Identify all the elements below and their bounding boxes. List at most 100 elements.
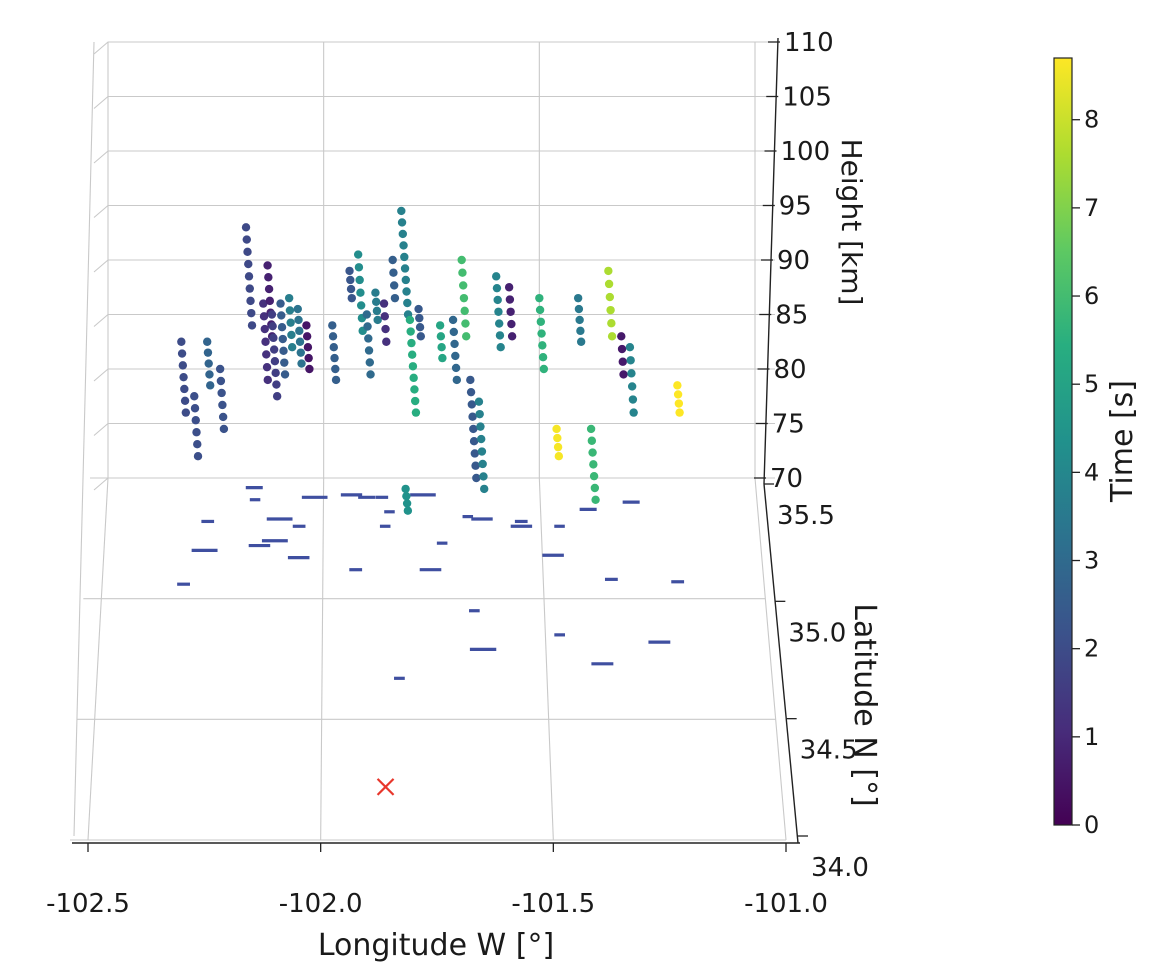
- data-point: [627, 369, 636, 378]
- data-point: [346, 284, 356, 294]
- z-tick-label: 80: [774, 355, 807, 385]
- data-point: [190, 404, 200, 413]
- data-point: [573, 293, 583, 303]
- grid-line-height: [93, 41, 775, 55]
- data-point: [278, 334, 287, 344]
- data-point: [241, 223, 251, 232]
- data-point: [475, 409, 484, 419]
- data-point: [496, 343, 505, 352]
- data-point: [507, 332, 517, 341]
- y-tick-label: 35.5: [777, 501, 835, 531]
- data-point: [268, 321, 277, 331]
- data-point: [263, 375, 272, 385]
- data-point: [415, 313, 424, 323]
- data-point: [193, 452, 203, 461]
- data-point: [277, 323, 287, 332]
- data-point: [330, 353, 339, 363]
- data-point: [293, 304, 302, 314]
- data-point: [217, 388, 226, 398]
- data-point: [448, 315, 458, 325]
- data-point: [345, 266, 354, 276]
- data-point: [674, 399, 684, 408]
- z-tick-label: 90: [777, 246, 810, 276]
- data-point: [356, 288, 365, 297]
- data-point: [589, 460, 598, 469]
- data-points: [177, 206, 684, 515]
- data-point: [388, 255, 397, 265]
- data-point: [246, 296, 255, 306]
- data-point: [203, 337, 212, 346]
- z-tick-label: 95: [779, 192, 812, 222]
- data-point: [297, 359, 306, 368]
- data-point: [588, 448, 597, 457]
- data-point: [575, 315, 584, 325]
- data-point: [408, 362, 418, 371]
- data-point: [294, 315, 303, 325]
- y-tick-label: 34.5: [800, 736, 858, 766]
- data-point: [303, 343, 313, 352]
- data-point: [364, 334, 373, 343]
- grid-line-height: [93, 95, 775, 109]
- data-point: [261, 337, 270, 346]
- data-point: [177, 337, 186, 346]
- data-point: [397, 206, 406, 216]
- data-point: [506, 307, 515, 316]
- data-point: [505, 295, 515, 304]
- data-point: [604, 266, 613, 276]
- data-point: [461, 319, 470, 328]
- data-point: [470, 449, 480, 458]
- colorbar-title: Time [s]: [1105, 380, 1140, 503]
- grid-line-floor-lon: [754, 477, 787, 841]
- data-point: [204, 359, 213, 368]
- axis-ticks: -102.5 -102.0 -101.5 -101.0 34.0 34.5 35.0 35.5…: [46, 28, 869, 919]
- data-point: [675, 408, 684, 417]
- data-point: [399, 241, 408, 250]
- data-point: [243, 247, 252, 257]
- z-tick-label: 75: [772, 410, 805, 440]
- data-point: [263, 261, 272, 270]
- data-point: [389, 268, 398, 277]
- data-point: [476, 434, 486, 444]
- data-point: [617, 344, 627, 354]
- y-tick-label: 35.0: [788, 618, 846, 648]
- left-wall-edge: [73, 41, 95, 837]
- data-point: [495, 319, 504, 328]
- z-tick-label: 70: [770, 464, 803, 494]
- ground-projections: [177, 486, 685, 796]
- data-point: [363, 322, 372, 331]
- data-point: [591, 495, 600, 504]
- data-point: [626, 356, 635, 365]
- data-point: [178, 361, 188, 370]
- data-point: [262, 350, 271, 359]
- data-point: [205, 370, 214, 379]
- colorbar-tick-label: 8: [1084, 106, 1099, 134]
- data-point: [285, 306, 295, 315]
- data-point: [474, 397, 484, 406]
- data-point: [267, 310, 277, 319]
- data-point: [287, 330, 296, 340]
- colorbar-tick-label: 3: [1084, 547, 1099, 575]
- data-point: [410, 396, 420, 406]
- data-point: [410, 385, 419, 394]
- data-point: [449, 327, 459, 337]
- z-axis-line: [763, 37, 779, 485]
- colorbar-tick-label: 7: [1084, 194, 1099, 222]
- data-point: [355, 275, 364, 285]
- data-point: [589, 471, 599, 481]
- data-point: [398, 229, 408, 239]
- colorbar-tick-label: 5: [1084, 370, 1099, 398]
- data-point: [260, 324, 269, 334]
- grid-line-floor-lon: [320, 477, 325, 841]
- data-point: [247, 321, 257, 330]
- marker-stroke: [376, 778, 395, 796]
- data-point: [264, 284, 274, 294]
- data-point: [302, 332, 312, 341]
- data-point: [218, 400, 227, 410]
- data-point: [286, 318, 295, 327]
- data-point: [346, 275, 355, 285]
- data-point: [415, 323, 425, 332]
- grid-line-height: [93, 368, 775, 382]
- data-point: [400, 264, 410, 273]
- grid-line-height: [93, 150, 775, 164]
- data-point: [400, 252, 409, 262]
